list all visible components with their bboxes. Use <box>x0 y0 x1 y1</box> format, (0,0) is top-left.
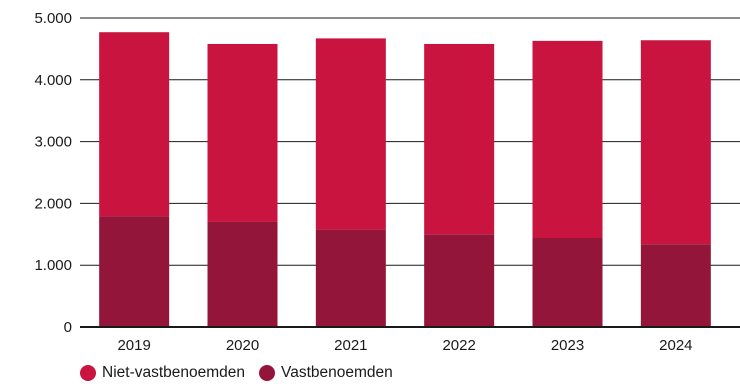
bar-niet-vastbenoemden-2024 <box>640 40 711 245</box>
y-tick-label: 5.000 <box>34 10 72 27</box>
x-axis-tick-labels: 2019 2020 2021 2022 2023 2024 <box>117 337 692 354</box>
legend-label-vastbenoemden: Vastbenoemden <box>281 364 393 381</box>
bar-vastbenoemden-2019 <box>99 216 170 327</box>
y-axis-tick-labels: 0 1.000 2.000 3.000 4.000 5.000 <box>34 10 72 336</box>
legend-swatch-niet-vastbenoemden <box>80 365 96 381</box>
bar-niet-vastbenoemden-2023 <box>532 40 603 239</box>
legend-label-niet-vastbenoemden: Niet-vastbenoemden <box>102 364 246 381</box>
legend-item-vastbenoemden: Vastbenoemden <box>259 364 393 382</box>
y-tick-label: 0 <box>64 319 72 336</box>
x-tick-label: 2023 <box>551 337 584 354</box>
bar-vastbenoemden-2024 <box>640 244 711 327</box>
bar-niet-vastbenoemden-2022 <box>424 43 495 235</box>
legend-swatch-vastbenoemden <box>259 365 276 381</box>
y-tick-label: 4.000 <box>34 72 72 89</box>
x-tick-label: 2020 <box>226 337 259 354</box>
legend-item-niet-vastbenoemden: Niet-vastbenoemden <box>80 364 245 382</box>
x-tick-label: 2019 <box>117 337 150 354</box>
y-tick-label: 2.000 <box>34 195 72 212</box>
gridlines <box>80 17 740 266</box>
y-tick-label: 1.000 <box>34 257 72 274</box>
bar-vastbenoemden-2020 <box>207 221 278 327</box>
bar-niet-vastbenoemden-2020 <box>207 43 278 222</box>
bar-niet-vastbenoemden-2021 <box>315 38 386 230</box>
bar-niet-vastbenoemden-2019 <box>99 32 170 217</box>
x-tick-label: 2022 <box>442 337 475 354</box>
x-tick-label: 2024 <box>659 337 692 354</box>
x-tick-label: 2021 <box>334 337 367 354</box>
legend: Niet-vastbenoemden Vastbenoemden <box>80 364 407 382</box>
bars <box>99 32 711 327</box>
bar-vastbenoemden-2022 <box>424 234 495 327</box>
y-tick-label: 3.000 <box>34 134 72 151</box>
bar-vastbenoemden-2023 <box>532 238 603 327</box>
bar-vastbenoemden-2021 <box>315 229 386 327</box>
